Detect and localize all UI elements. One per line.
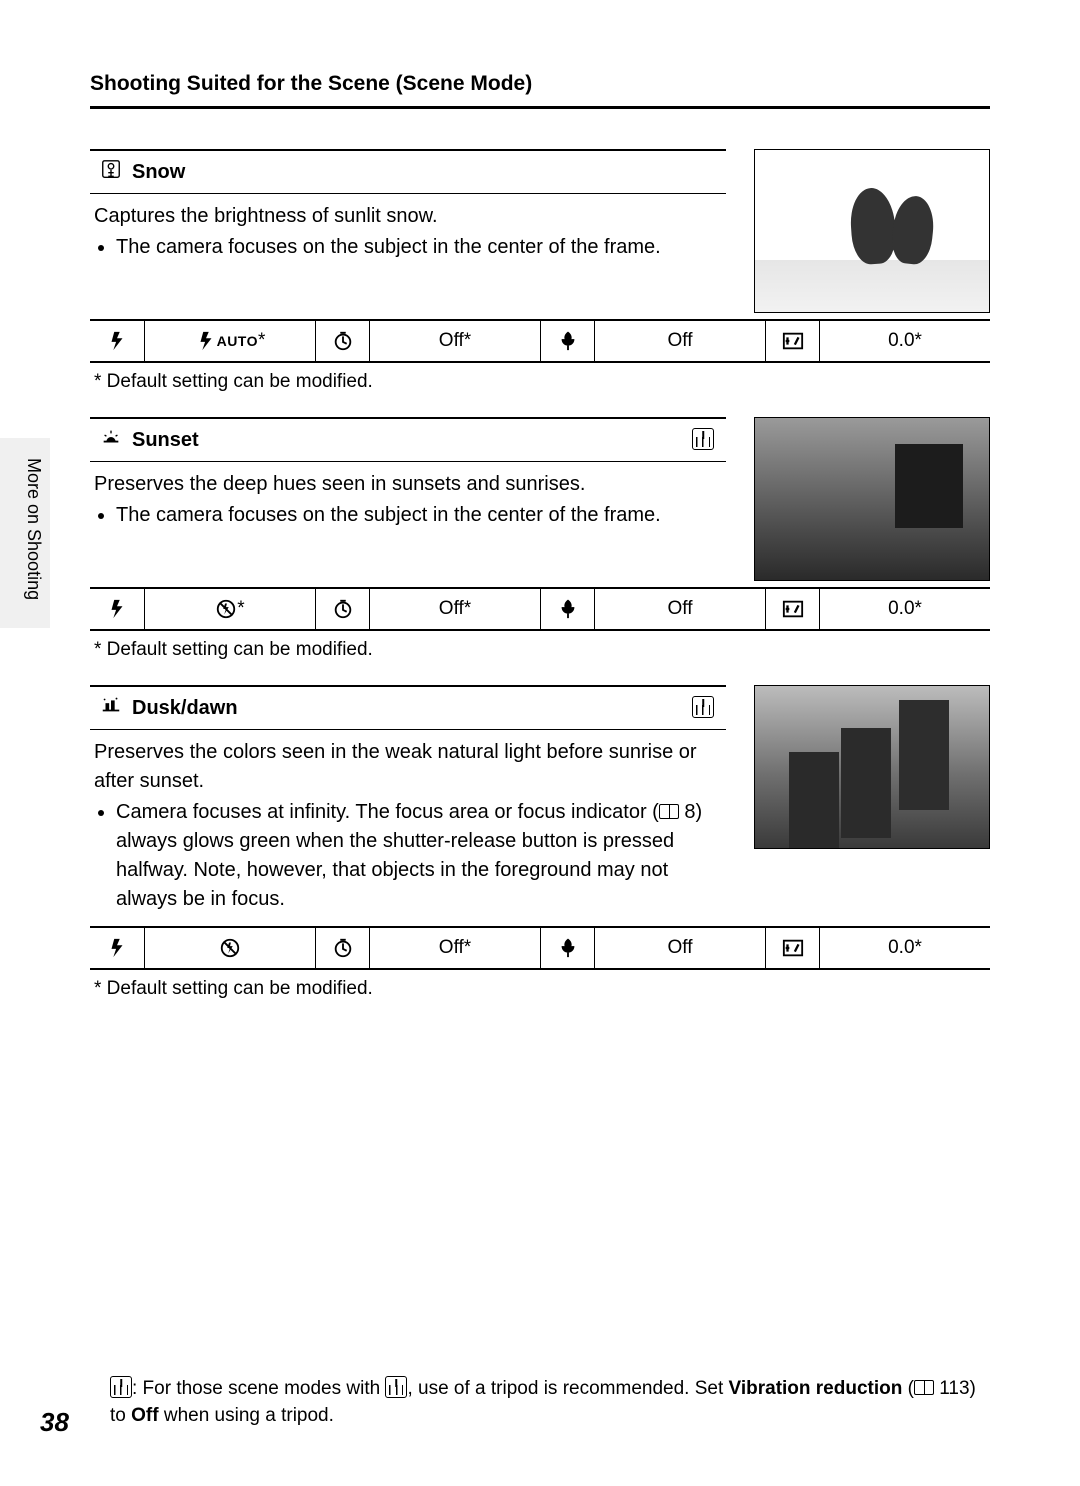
pageref-icon bbox=[914, 1380, 934, 1395]
timer-icon bbox=[315, 928, 369, 968]
flash-value: * bbox=[144, 589, 315, 629]
page-number: 38 bbox=[40, 1407, 69, 1438]
timer-value: Off* bbox=[369, 928, 540, 968]
timer-icon bbox=[315, 589, 369, 629]
settings-table: * Off* Off 0.0* bbox=[90, 587, 990, 631]
section-tab: More on Shooting bbox=[0, 438, 50, 628]
timer-icon bbox=[315, 321, 369, 361]
macro-value: Off bbox=[594, 589, 765, 629]
scene-title-text: Sunset bbox=[132, 429, 199, 452]
scene-thumbnail bbox=[754, 685, 990, 849]
settings-footnote: * Default setting can be modified. bbox=[90, 970, 990, 1000]
ev-icon bbox=[765, 321, 819, 361]
scene-block: Sunset Preserves the deep hues seen in su… bbox=[90, 417, 990, 661]
timer-value: Off* bbox=[369, 589, 540, 629]
flash-icon bbox=[90, 928, 144, 968]
tripod-icon bbox=[110, 1376, 132, 1398]
ev-value: 0.0* bbox=[819, 928, 990, 968]
ev-value: 0.0* bbox=[819, 321, 990, 361]
scene-title-text: Snow bbox=[132, 161, 185, 184]
snow-icon bbox=[100, 158, 122, 186]
timer-value: Off* bbox=[369, 321, 540, 361]
tripod-footer-note: : For those scene modes with , use of a … bbox=[110, 1375, 990, 1430]
settings-table: Off* Off 0.0* bbox=[90, 926, 990, 970]
macro-value: Off bbox=[594, 928, 765, 968]
scene-bullet: Camera focuses at infinity. The focus ar… bbox=[116, 798, 722, 914]
scene-thumbnail bbox=[754, 149, 990, 313]
macro-icon bbox=[540, 928, 594, 968]
scene-bullet: The camera focuses on the subject in the… bbox=[116, 233, 722, 262]
flash-value bbox=[144, 928, 315, 968]
ev-value: 0.0* bbox=[819, 589, 990, 629]
tripod-icon bbox=[692, 696, 714, 718]
flash-icon bbox=[90, 321, 144, 361]
scene-bullet: The camera focuses on the subject in the… bbox=[116, 501, 722, 530]
tripod-icon bbox=[385, 1376, 407, 1398]
scene-description: Preserves the colors seen in the weak na… bbox=[90, 730, 726, 920]
tripod-icon bbox=[692, 428, 714, 450]
scene-title-text: Dusk/dawn bbox=[132, 697, 238, 720]
macro-icon bbox=[540, 321, 594, 361]
scene-description: Captures the brightness of sunlit snow.T… bbox=[90, 194, 726, 268]
ev-icon bbox=[765, 589, 819, 629]
settings-footnote: * Default setting can be modified. bbox=[90, 363, 990, 393]
scene-title: Sunset bbox=[90, 417, 726, 462]
sunset-icon bbox=[100, 426, 122, 454]
scene-block: Snow Captures the brightness of sunlit sn… bbox=[90, 149, 990, 393]
scene-block: Dusk/dawn Preserves the colors seen in th… bbox=[90, 685, 990, 1000]
scene-title: Snow bbox=[90, 149, 726, 194]
macro-value: Off bbox=[594, 321, 765, 361]
scene-title: Dusk/dawn bbox=[90, 685, 726, 730]
ev-icon bbox=[765, 928, 819, 968]
dusk-icon bbox=[100, 694, 122, 722]
flash-value: AUTO* bbox=[144, 321, 315, 361]
pageref-icon bbox=[659, 804, 679, 819]
settings-footnote: * Default setting can be modified. bbox=[90, 631, 990, 661]
settings-table: AUTO* Off* Off 0.0* bbox=[90, 319, 990, 363]
macro-icon bbox=[540, 589, 594, 629]
flash-icon bbox=[90, 589, 144, 629]
scene-description: Preserves the deep hues seen in sunsets … bbox=[90, 462, 726, 536]
page-header: Shooting Suited for the Scene (Scene Mod… bbox=[90, 72, 990, 109]
scene-thumbnail bbox=[754, 417, 990, 581]
